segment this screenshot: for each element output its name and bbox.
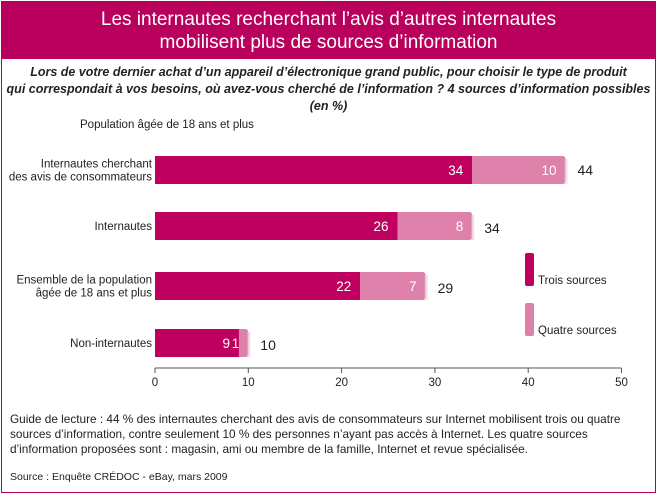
category-label-1-0: Internautes [94,221,152,233]
value-label-0-3: 9 [222,336,230,351]
x-tick-label-4: 40 [522,377,535,389]
category-label-3-0: Non-internautes [70,338,152,350]
chart-title: Les internautes recherchant l’avis d’aut… [2,2,655,59]
total-label-3: 10 [260,337,276,353]
category-label-0-1: des avis de consommateurs [9,172,152,184]
bar-shadow-0 [564,159,568,184]
value-label-0-1: 26 [374,219,389,234]
total-label-0: 44 [578,162,594,178]
chart-title-line-2: mobilisent plus de sources d’information [159,32,498,53]
bar-join-0 [472,156,477,184]
bar-trois-2 [155,272,361,300]
bar-trois-3 [155,329,239,357]
chart-subtitle: Lors de votre dernier achat d’un apparei… [2,64,655,115]
bar-join-1 [397,212,402,240]
legend-swatch-0 [525,253,534,286]
x-tick-label-5: 50 [615,377,628,389]
bar-shadow-3 [247,332,251,357]
bar-quatre-2 [360,272,426,300]
x-tick-label-1: 10 [242,377,255,389]
bar-join-3 [238,329,243,357]
x-tick-label-3: 30 [429,377,442,389]
legend-label-1: Quatre sources [538,325,617,337]
category-label-2-0: Ensemble de la population [16,275,152,287]
value-label-1-3: 1 [232,336,240,351]
chart-title-line-1: Les internautes recherchant l’avis d’aut… [100,9,557,30]
legend-label-0: Trois sources [538,275,607,287]
x-tick-label-0: 0 [152,377,158,389]
value-label-0-2: 22 [336,279,351,294]
chart-subtitle-line-1: Lors de votre dernier achat d’un apparei… [30,65,627,79]
total-label-1: 34 [484,220,500,236]
bar-join-2 [360,272,365,300]
category-label-2-1: âgée de 18 ans et plus [36,288,153,300]
value-label-1-2: 7 [409,279,417,294]
bar-shadow-2 [424,275,428,300]
bar-shadow-1 [471,215,475,240]
category-label-0-0: Internautes cherchant [41,159,153,171]
chart-subtitle-line-2: qui correspondait à vos besoins, où avez… [6,82,651,113]
source-note: Source : Enquête CRÉDOC - eBay, mars 200… [10,471,228,483]
bar-quatre-0 [472,156,566,184]
reading-guide: Guide de lecture : 44 % des internautes … [10,412,621,456]
value-label-1-1: 8 [456,219,464,234]
total-label-2: 29 [438,280,454,296]
population-note: Population âgée de 18 ans et plus [80,119,254,131]
x-tick-label-2: 20 [335,377,348,389]
bar-trois-1 [155,212,398,240]
value-label-1-0: 10 [541,163,556,178]
legend-swatch-1 [525,303,534,336]
bar-quatre-1 [397,212,473,240]
value-label-0-0: 34 [448,163,464,178]
bar-trois-0 [155,156,473,184]
